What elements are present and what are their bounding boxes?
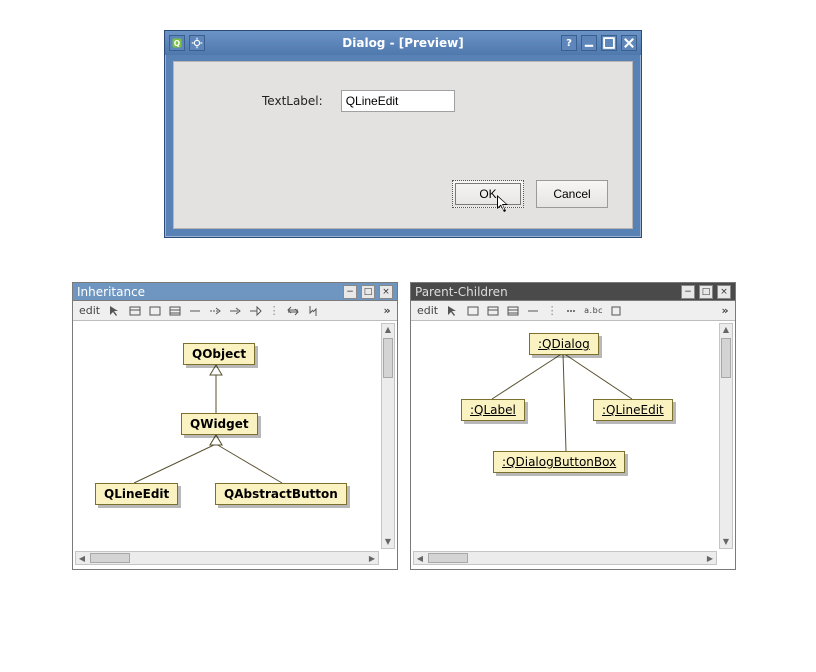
parentchildren-titlebar[interactable]: Parent-Children − □ × [411,283,735,301]
cancel-button-label: Cancel [553,187,590,201]
app-icon: Q [169,35,185,51]
ok-button[interactable]: OK [452,180,524,208]
panel-maximize-icon[interactable]: □ [361,285,375,299]
tool-select-icon[interactable] [106,303,124,319]
maximize-button[interactable] [601,35,617,51]
uml-class-qdbbox[interactable]: :QDialogButtonBox [493,451,625,473]
inheritance-canvas[interactable]: QObject QWidget QLineEdit QAbstractButton [75,323,379,549]
text-label: TextLabel: [262,94,323,108]
uml-class-qwidget[interactable]: QWidget [181,413,258,435]
tool-assoc-icon[interactable] [186,303,204,319]
uml-class-qlineedit[interactable]: QLineEdit [95,483,178,505]
inheritance-hscroll[interactable]: ◀ ▶ [75,551,379,565]
parentchildren-hscroll[interactable]: ◀ ▶ [413,551,717,565]
minimize-button[interactable] [581,35,597,51]
tool-box1-icon[interactable] [126,303,144,319]
uml-class-qobject[interactable]: QObject [183,343,255,365]
toolbar-separator: ⋮ [544,303,560,319]
scroll-down-icon[interactable]: ▼ [720,536,732,548]
scroll-thumb[interactable] [383,338,393,378]
tool-more-icon[interactable]: » [717,303,733,319]
tool-nav-icon[interactable] [226,303,244,319]
tool-swap-icon[interactable] [304,303,322,319]
tool-abc-icon[interactable]: a.bc [582,303,605,319]
tool-dots-icon[interactable] [562,303,580,319]
uml-class-qdialog[interactable]: :QDialog [529,333,599,355]
parentchildren-canvas[interactable]: :QDialog :QLabel :QLineEdit :QDialogButtonB… [413,323,717,549]
tool-note-icon[interactable] [607,303,625,319]
tool-dep-icon[interactable] [206,303,224,319]
scroll-left-icon[interactable]: ◀ [76,554,88,563]
ok-button-label: OK [479,187,496,201]
tool-select-icon[interactable] [444,303,462,319]
panel-maximize-icon[interactable]: □ [699,285,713,299]
scroll-thumb[interactable] [90,553,130,563]
tool-box3-icon[interactable] [504,303,522,319]
tool-box2-icon[interactable] [484,303,502,319]
scroll-thumb[interactable] [721,338,731,378]
gear-icon[interactable] [189,35,205,51]
dialog-window: Q Dialog - [Preview] ? TextLabel: [164,30,642,238]
tool-box3-icon[interactable] [166,303,184,319]
panel-minimize-icon[interactable]: − [681,285,695,299]
inheritance-toolbar: edit ⋮ » [73,301,397,321]
inheritance-panel: Inheritance − □ × edit ⋮ » QObject QWidge… [72,282,398,570]
close-button[interactable] [621,35,637,51]
panel-close-icon[interactable]: × [717,285,731,299]
svg-text:Q: Q [174,39,180,48]
tool-edit[interactable]: edit [413,303,442,319]
inheritance-vscroll[interactable]: ▲ ▼ [381,323,395,549]
scroll-up-icon[interactable]: ▲ [382,324,394,336]
scroll-right-icon[interactable]: ▶ [704,554,716,563]
tool-bidi-icon[interactable] [284,303,302,319]
scroll-right-icon[interactable]: ▶ [366,554,378,563]
parentchildren-toolbar: edit ⋮ a.bc » [411,301,735,321]
parentchildren-panel: Parent-Children − □ × edit ⋮ a.bc » :QDi… [410,282,736,570]
scroll-up-icon[interactable]: ▲ [720,324,732,336]
uml-class-qlabel[interactable]: :QLabel [461,399,525,421]
tool-line-icon[interactable] [524,303,542,319]
panel-close-icon[interactable]: × [379,285,393,299]
parentchildren-vscroll[interactable]: ▲ ▼ [719,323,733,549]
tool-more-icon[interactable]: » [379,303,395,319]
tool-box-icon[interactable] [464,303,482,319]
cursor-icon [497,195,513,215]
tool-box2-icon[interactable] [146,303,164,319]
dialog-body: TextLabel: OK Cancel [173,61,633,229]
dialog-titlebar[interactable]: Q Dialog - [Preview] ? [165,31,641,55]
inheritance-title: Inheritance [77,285,339,299]
inheritance-titlebar[interactable]: Inheritance − □ × [73,283,397,301]
parentchildren-title: Parent-Children [415,285,677,299]
tool-edit[interactable]: edit [75,303,104,319]
help-button[interactable]: ? [561,35,577,51]
toolbar-separator: ⋮ [266,303,282,319]
line-edit-input[interactable] [341,90,455,112]
uml-class-qlineedit[interactable]: :QLineEdit [593,399,673,421]
uml-class-qabsbtn[interactable]: QAbstractButton [215,483,347,505]
cancel-button[interactable]: Cancel [536,180,608,208]
scroll-down-icon[interactable]: ▼ [382,536,394,548]
tool-gen-icon[interactable] [246,303,264,319]
scroll-thumb[interactable] [428,553,468,563]
panel-minimize-icon[interactable]: − [343,285,357,299]
scroll-left-icon[interactable]: ◀ [414,554,426,563]
